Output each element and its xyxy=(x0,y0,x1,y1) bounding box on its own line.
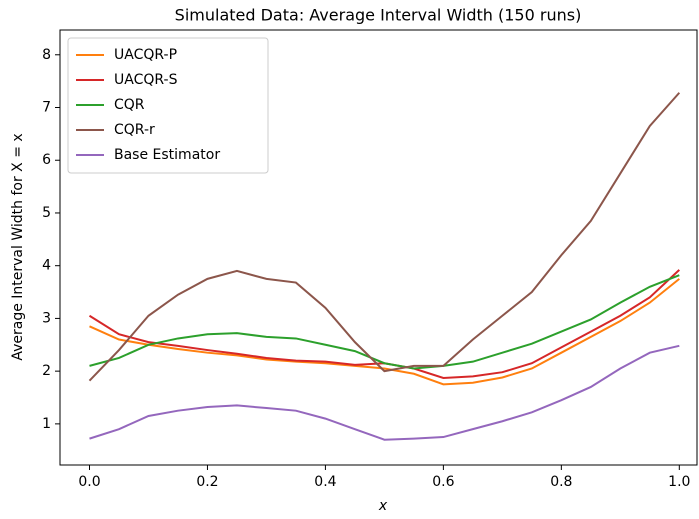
x-tick-label: 0.8 xyxy=(550,474,572,490)
y-tick-label: 3 xyxy=(42,310,51,326)
legend-label: UACQR-P xyxy=(114,47,177,63)
y-tick-label: 2 xyxy=(42,363,51,379)
y-tick-label: 4 xyxy=(42,258,51,274)
y-tick-label: 7 xyxy=(42,100,51,116)
line xyxy=(89,274,680,370)
y-axis-label: Average Interval Width for X = x xyxy=(10,133,26,360)
y-tick-label: 5 xyxy=(42,205,51,221)
legend-label: CQR xyxy=(114,97,145,113)
x-tick-label: 0.2 xyxy=(196,474,218,490)
legend-label: CQR-r xyxy=(114,122,155,138)
y-tick-label: 6 xyxy=(42,152,51,168)
line xyxy=(88,92,681,382)
legend-box xyxy=(67,37,269,174)
plot-frame xyxy=(59,29,698,466)
x-tick-label: 1.0 xyxy=(668,474,690,490)
x-tick-label: 0.0 xyxy=(78,474,100,490)
legend-label: UACQR-S xyxy=(114,72,178,88)
y-tick-label: 1 xyxy=(42,416,51,432)
legend-label: Base Estimator xyxy=(114,147,220,163)
x-tick-label: 0.6 xyxy=(432,474,454,490)
line xyxy=(88,269,680,380)
y-tick-label: 8 xyxy=(42,47,51,63)
line xyxy=(89,278,680,386)
x-axis-label: x xyxy=(378,498,388,514)
x-tick-label: 0.4 xyxy=(314,474,336,490)
chart-title: Simulated Data: Average Interval Width (… xyxy=(175,6,582,25)
line xyxy=(89,344,680,441)
